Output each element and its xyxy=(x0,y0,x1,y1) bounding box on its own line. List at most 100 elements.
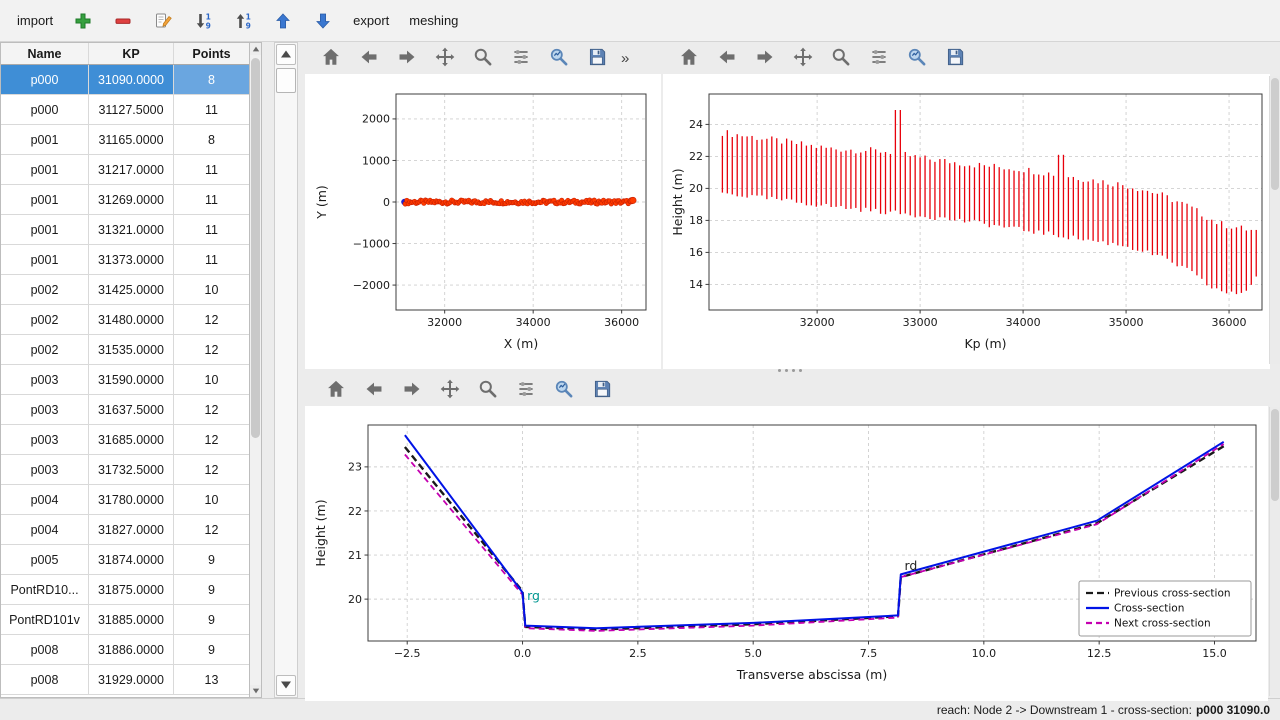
table-row[interactable]: p005 31874.0000 9 xyxy=(1,545,249,575)
table-row[interactable]: p004 31780.0000 10 xyxy=(1,485,249,515)
table-row[interactable]: p002 31535.0000 12 xyxy=(1,335,249,365)
subplots-button[interactable] xyxy=(503,44,539,72)
table-row[interactable]: p002 31480.0000 12 xyxy=(1,305,249,335)
table-row[interactable]: p008 31886.0000 9 xyxy=(1,635,249,665)
series xyxy=(721,110,1257,295)
column-header-name[interactable]: Name xyxy=(1,43,89,64)
panel-scroll-down-button[interactable] xyxy=(276,675,296,696)
back-button[interactable] xyxy=(709,44,745,72)
table-row[interactable]: p001 31269.0000 11 xyxy=(1,185,249,215)
pan-button[interactable] xyxy=(785,44,821,72)
top-figures-scrollbar-thumb[interactable] xyxy=(1271,78,1279,190)
zoom-button[interactable] xyxy=(465,44,501,72)
customize-button[interactable] xyxy=(899,44,935,72)
export-button[interactable]: export xyxy=(346,10,396,31)
remove-cross-section-button[interactable] xyxy=(106,8,140,34)
table-row[interactable]: p008 31929.0000 13 xyxy=(1,665,249,695)
cross-section-canvas[interactable]: −2.5 0.0 2.5 5.0 7.5 10.0 12.5 15.0 20 21 22 23 Tran… xyxy=(305,406,1268,701)
customize-button[interactable] xyxy=(541,44,577,72)
table-scrollbar-track[interactable] xyxy=(250,55,261,685)
table-row[interactable]: p000 31127.5000 11 xyxy=(1,95,249,125)
bottom-figure-scrollbar[interactable] xyxy=(1269,407,1280,696)
back-icon xyxy=(358,46,380,71)
table-row[interactable]: p002 31425.0000 10 xyxy=(1,275,249,305)
pan-button[interactable] xyxy=(432,377,468,405)
edit-button[interactable] xyxy=(146,8,180,34)
subplots-button[interactable] xyxy=(861,44,897,72)
zoom-button[interactable] xyxy=(823,44,859,72)
home-button[interactable] xyxy=(671,44,707,72)
home-icon xyxy=(320,46,342,71)
back-button[interactable] xyxy=(351,44,387,72)
panel-scrollbar-thumb[interactable] xyxy=(276,68,296,93)
forward-button[interactable] xyxy=(389,44,425,72)
table-row[interactable]: p001 31321.0000 11 xyxy=(1,215,249,245)
cell-kp: 31685.0000 xyxy=(89,425,174,454)
pan-button[interactable] xyxy=(427,44,463,72)
table-row[interactable]: PontRD10... 31875.0000 9 xyxy=(1,575,249,605)
top-figures-scrollbar[interactable] xyxy=(1269,76,1280,364)
table-scrollbar[interactable] xyxy=(250,42,262,698)
splitter-dot xyxy=(799,369,802,372)
table-scroll-up-icon[interactable] xyxy=(250,43,261,55)
table-row[interactable]: p001 31373.0000 11 xyxy=(1,245,249,275)
home-button[interactable] xyxy=(313,44,349,72)
zoom-icon xyxy=(477,378,499,403)
zoom-button[interactable] xyxy=(470,377,506,405)
table-row[interactable]: p001 31217.0000 11 xyxy=(1,155,249,185)
back-button[interactable] xyxy=(356,377,392,405)
cell-kp: 31732.5000 xyxy=(89,455,174,484)
panel-scrollbar[interactable] xyxy=(274,42,298,698)
customize-button[interactable] xyxy=(546,377,582,405)
subplots-button[interactable] xyxy=(508,377,544,405)
cell-kp: 31875.0000 xyxy=(89,575,174,604)
cell-points: 9 xyxy=(208,552,215,567)
plan-view-canvas[interactable]: 32000 34000 36000 −2000 −1000 0 1000 2000 X (m) Y… xyxy=(305,74,661,369)
save-button[interactable] xyxy=(579,44,615,72)
panel-scroll-up-button[interactable] xyxy=(276,44,296,65)
arrow-down-icon xyxy=(313,11,333,31)
table-row[interactable]: p003 31590.0000 10 xyxy=(1,365,249,395)
table-scrollbar-thumb[interactable] xyxy=(251,58,260,438)
table-row[interactable]: p003 31685.0000 12 xyxy=(1,425,249,455)
save-button[interactable] xyxy=(937,44,973,72)
meshing-button[interactable]: meshing xyxy=(402,10,465,31)
forward-button[interactable] xyxy=(394,377,430,405)
column-header-points[interactable]: Points xyxy=(192,46,231,61)
cell-name: p003 xyxy=(1,395,89,424)
svg-text:2.5: 2.5 xyxy=(629,647,647,660)
plan-view-toolbar: » xyxy=(305,42,661,74)
table-row[interactable]: p001 31165.0000 8 xyxy=(1,125,249,155)
svg-text:23: 23 xyxy=(348,461,362,474)
splitter-handle[interactable] xyxy=(300,366,1280,375)
table-row[interactable]: p003 31732.5000 12 xyxy=(1,455,249,485)
table-row[interactable]: p000 31090.0000 8 xyxy=(1,65,249,95)
main-toolbar: import 1 9 1 9 export meshing xyxy=(0,0,1280,42)
column-header-kp[interactable]: KP xyxy=(89,43,174,64)
move-up-button[interactable] xyxy=(266,8,300,34)
table-row[interactable]: PontRD101v 31885.0000 9 xyxy=(1,605,249,635)
svg-text:rd: rd xyxy=(904,558,917,573)
home-button[interactable] xyxy=(318,377,354,405)
table-row[interactable]: p003 31637.5000 12 xyxy=(1,395,249,425)
profile-view-canvas[interactable]: 32000 33000 34000 35000 36000 14 16 18 20 22 24 Kp … xyxy=(663,74,1270,369)
table-row[interactable]: p004 31827.0000 12 xyxy=(1,515,249,545)
import-button[interactable]: import xyxy=(10,10,60,31)
svg-text:35000: 35000 xyxy=(1109,316,1144,329)
back-icon xyxy=(716,46,738,71)
customize-icon xyxy=(548,46,570,71)
move-down-button[interactable] xyxy=(306,8,340,34)
save-button[interactable] xyxy=(584,377,620,405)
bottom-figure-scrollbar-thumb[interactable] xyxy=(1271,409,1279,501)
table-scroll-down-icon[interactable] xyxy=(250,685,261,697)
add-cross-section-button[interactable] xyxy=(66,8,100,34)
svg-text:20: 20 xyxy=(689,182,703,195)
toolbar-overflow-chevron[interactable]: » xyxy=(621,49,630,67)
forward-button[interactable] xyxy=(747,44,783,72)
cell-points: 10 xyxy=(204,282,219,297)
cell-name: p002 xyxy=(1,275,89,304)
panel-scrollbar-track[interactable] xyxy=(275,66,297,674)
